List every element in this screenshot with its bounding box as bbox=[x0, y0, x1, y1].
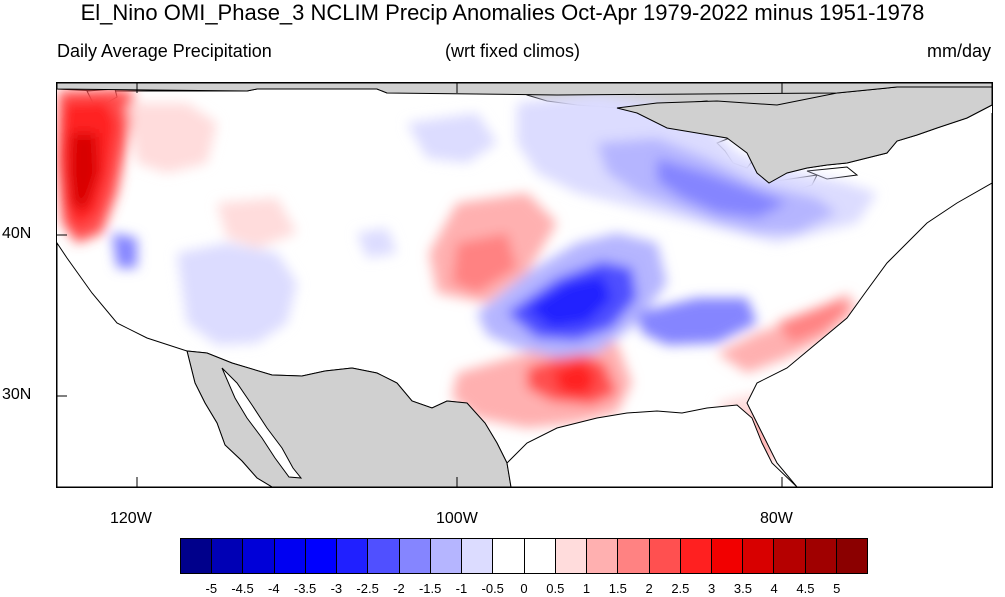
colorbar-box bbox=[462, 539, 494, 573]
colorbar-label: 1 bbox=[582, 581, 591, 596]
colorbar-box bbox=[649, 539, 681, 573]
colorbar-label: 4 bbox=[770, 581, 778, 596]
reference-label: (wrt fixed climos) bbox=[445, 41, 581, 61]
colorbar-box bbox=[305, 539, 338, 573]
map-title: El_Nino OMI_Phase_3 NCLIM Precip Anomali… bbox=[80, 0, 925, 25]
colorbar-label: -4.5 bbox=[231, 581, 254, 596]
map-image bbox=[57, 83, 992, 487]
colorbar-box bbox=[274, 539, 306, 573]
colorbar-box bbox=[555, 539, 588, 573]
colorbar-box bbox=[680, 539, 712, 573]
units-label: mm/day bbox=[926, 41, 991, 61]
colorbar-box bbox=[618, 539, 650, 573]
colorbar-label: 0.5 bbox=[546, 581, 565, 596]
colorbar-box bbox=[493, 539, 525, 573]
axis-ticks bbox=[57, 83, 783, 487]
colorbar-box bbox=[399, 539, 431, 573]
colorbar-box bbox=[430, 539, 463, 573]
colorbar-label: 0 bbox=[520, 581, 528, 596]
colorbar-box bbox=[743, 539, 775, 573]
colorbar-box bbox=[524, 539, 556, 573]
colorbar-label: 2 bbox=[645, 581, 653, 596]
colorbar-box bbox=[368, 539, 400, 573]
lon-label-120w: 120W bbox=[110, 510, 152, 527]
colorbar-label: 4.5 bbox=[796, 581, 815, 596]
colorbar-label: -1 bbox=[455, 581, 468, 596]
colorbar-label: 5 bbox=[833, 581, 841, 596]
map-panel bbox=[56, 82, 993, 488]
lat-label-30n: 30N bbox=[2, 386, 32, 403]
colorbar-label: -5 bbox=[205, 581, 218, 596]
colorbar-box bbox=[836, 539, 868, 573]
colorbar-box bbox=[805, 539, 837, 573]
lat-label-40n: 40N bbox=[2, 225, 32, 242]
colorbar-box bbox=[774, 539, 806, 573]
colorbar-box bbox=[337, 539, 369, 573]
colorbar-label: 3 bbox=[708, 581, 716, 596]
colorbar-label: -2.5 bbox=[356, 581, 379, 596]
colorbar-label: 2.5 bbox=[671, 581, 690, 596]
colorbar bbox=[180, 538, 868, 574]
colorbar-label: -4 bbox=[268, 581, 280, 596]
variable-label: Daily Average Precipitation bbox=[57, 41, 272, 61]
colorbar-box bbox=[711, 539, 744, 573]
colorbar-box bbox=[181, 539, 213, 573]
colorbar-labels: -5 -4.5 -4 -3.5 -3 -2.5 -2 -1.5 -1 -0.5 0 0.5 1 1.5 2 2… bbox=[180, 581, 868, 597]
colorbar-label: -0.5 bbox=[481, 581, 504, 596]
colorbar-label: -3.5 bbox=[293, 581, 317, 596]
colorbar-label: 1.5 bbox=[608, 581, 627, 596]
land-mask-overlay bbox=[57, 83, 992, 487]
lon-label-80w: 80W bbox=[760, 510, 793, 527]
colorbar-label: 3.5 bbox=[733, 581, 752, 596]
colorbar-box bbox=[243, 539, 275, 573]
colorbar-label: -3 bbox=[330, 581, 343, 596]
lon-label-100w: 100W bbox=[436, 510, 478, 527]
colorbar-label: -2 bbox=[393, 581, 405, 596]
anomaly-field bbox=[57, 89, 877, 468]
colorbar-box bbox=[212, 539, 244, 573]
colorbar-label: -1.5 bbox=[418, 581, 442, 596]
colorbar-box bbox=[587, 539, 619, 573]
